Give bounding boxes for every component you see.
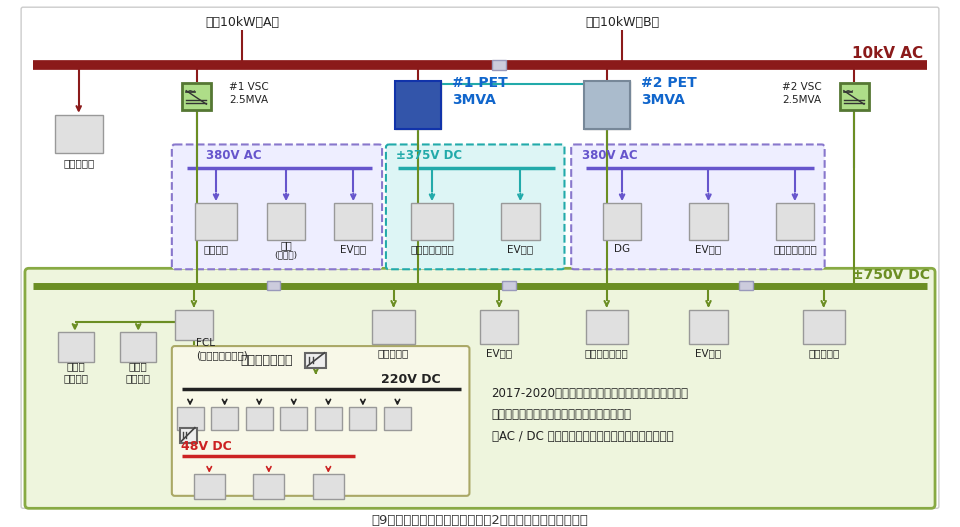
FancyBboxPatch shape — [172, 144, 382, 269]
Bar — [194, 474, 225, 499]
Text: ~: ~ — [845, 86, 854, 96]
Text: EV充電: EV充電 — [507, 244, 534, 254]
Bar — [334, 203, 372, 239]
Text: 太陽光発電: 太陽光発電 — [378, 348, 409, 358]
Bar — [776, 203, 814, 239]
Text: ~: ~ — [187, 86, 197, 96]
Text: データ
センター: データ センター — [126, 361, 151, 383]
Text: 48V DC: 48V DC — [181, 441, 231, 453]
Bar — [120, 331, 156, 363]
Bar — [246, 406, 273, 430]
Bar — [502, 281, 516, 290]
Bar — [584, 81, 630, 129]
Bar — [267, 281, 280, 290]
FancyBboxPatch shape — [21, 7, 939, 509]
Bar — [492, 60, 506, 70]
Text: 蓄電池システム: 蓄電池システム — [585, 348, 629, 358]
Text: 交流10kW（A）: 交流10kW（A） — [204, 16, 279, 29]
Bar — [267, 203, 305, 239]
Bar — [603, 203, 641, 239]
Text: 380V AC: 380V AC — [582, 149, 637, 162]
Bar — [182, 83, 211, 110]
Text: スマートハウス: スマートハウス — [241, 354, 293, 367]
Text: ±375V DC: ±375V DC — [396, 149, 463, 162]
Bar — [177, 406, 204, 430]
Text: 太陽光発電: 太陽光発電 — [808, 348, 839, 358]
Text: 太陽光発電: 太陽光発電 — [63, 159, 94, 169]
Text: #2 VSC
2.5MVA: #2 VSC 2.5MVA — [782, 82, 822, 105]
Bar — [584, 81, 630, 129]
Text: 10kV AC: 10kV AC — [852, 46, 924, 61]
Bar — [315, 406, 342, 430]
Text: AC / DC ハイブリッド再生可能エネルギー技術》: AC / DC ハイブリッド再生可能エネルギー技術》 — [492, 430, 673, 443]
Text: 380V AC: 380V AC — [206, 149, 262, 162]
Bar — [305, 353, 326, 368]
Bar — [384, 406, 411, 430]
Text: 図9　蘇州の再エネタウン（その2）：配電網のトポロジー: 図9 蘇州の再エネタウン（その2）：配電網のトポロジー — [372, 514, 588, 527]
FancyBboxPatch shape — [172, 346, 469, 496]
Text: 220V DC: 220V DC — [381, 373, 441, 386]
Text: #1 VSC
2.5MVA: #1 VSC 2.5MVA — [229, 82, 269, 105]
Bar — [180, 428, 197, 443]
Text: ±750V DC: ±750V DC — [852, 268, 930, 282]
Bar — [58, 331, 94, 363]
Bar — [395, 81, 441, 129]
Bar — [349, 406, 376, 430]
Text: 交流10kW（B）: 交流10kW（B） — [585, 16, 660, 29]
Bar — [395, 81, 441, 129]
Text: 負荷: 負荷 — [280, 240, 292, 250]
Text: 2017-2020年の全国主要研究プロジェクトによる支援: 2017-2020年の全国主要研究プロジェクトによる支援 — [492, 387, 688, 401]
Bar — [253, 474, 284, 499]
Text: DG: DG — [614, 244, 630, 254]
Bar — [689, 309, 728, 344]
Text: 蓄電池
システム: 蓄電池 システム — [63, 361, 88, 383]
Bar — [689, 203, 728, 239]
FancyBboxPatch shape — [571, 144, 825, 269]
Bar — [411, 203, 453, 239]
Text: (街灯等): (街灯等) — [275, 250, 298, 259]
Text: データセンター: データセンター — [773, 244, 817, 254]
Bar — [480, 309, 518, 344]
Bar — [372, 309, 415, 344]
Text: #1 PET
3MVA: #1 PET 3MVA — [452, 76, 508, 108]
Bar — [211, 406, 238, 430]
Bar — [586, 309, 628, 344]
Bar — [501, 203, 540, 239]
Text: #2 PET
3MVA: #2 PET 3MVA — [641, 76, 697, 108]
Text: EV充電: EV充電 — [340, 244, 367, 254]
Text: 蓄電池システム: 蓄電池システム — [410, 244, 454, 254]
Bar — [313, 474, 344, 499]
Bar — [280, 406, 307, 430]
Text: 《パワーエレクトロニクストランスに基づく: 《パワーエレクトロニクストランスに基づく — [492, 408, 632, 422]
Bar — [55, 115, 103, 153]
Text: FCL
(故障電流制限器): FCL (故障電流制限器) — [196, 338, 248, 360]
FancyBboxPatch shape — [386, 144, 564, 269]
Bar — [803, 309, 845, 344]
Text: EV充電: EV充電 — [486, 348, 513, 358]
Bar — [840, 83, 869, 110]
Text: EV充電: EV充電 — [695, 348, 722, 358]
Bar — [175, 309, 213, 340]
Text: 風力発電: 風力発電 — [204, 244, 228, 254]
Text: EV充電: EV充電 — [695, 244, 722, 254]
FancyBboxPatch shape — [25, 268, 935, 509]
Bar — [739, 281, 753, 290]
Bar — [195, 203, 237, 239]
